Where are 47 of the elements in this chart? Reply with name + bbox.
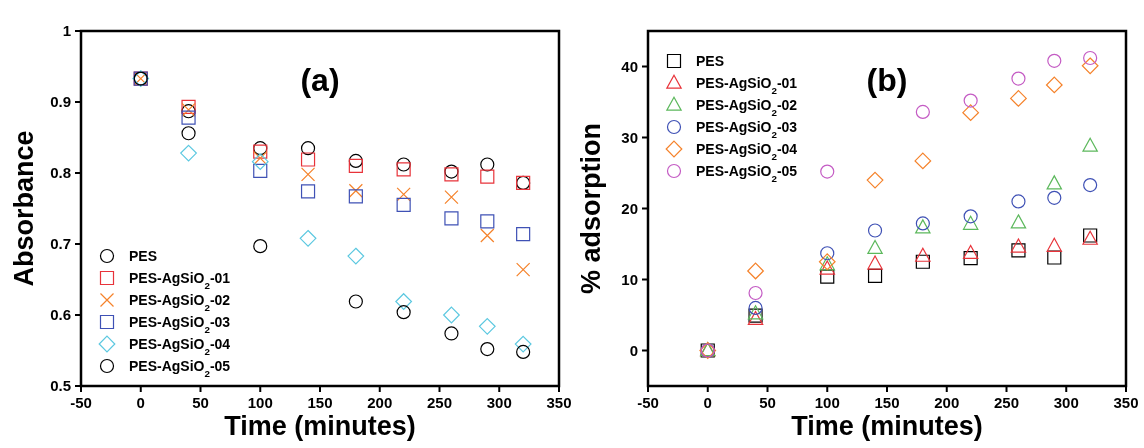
y-tick-label: 1	[62, 22, 71, 39]
x-tick-label: 300	[486, 394, 512, 411]
y-axis-title: % adsorption	[576, 122, 606, 295]
legend-label: PES-AgSiO$_{2}$-03	[696, 119, 798, 140]
x-tick-label: 0	[136, 394, 145, 411]
y-tick-label: 0.6	[50, 306, 71, 323]
y-tick-label: 0.9	[50, 93, 71, 110]
x-tick-label: 350	[546, 394, 572, 411]
x-tick-label: 50	[759, 394, 776, 411]
x-axis-title: Time (minutes)	[224, 411, 416, 441]
y-tick-label: 30	[621, 128, 638, 146]
legend-label: PES	[696, 53, 725, 69]
y-tick-label: 0.5	[50, 377, 71, 394]
legend-label: PES	[129, 248, 158, 264]
y-axis-title: Absorbance	[9, 130, 39, 287]
legend-label: PES-AgSiO$_{2}$-04	[129, 336, 231, 357]
legend-label: PES-AgSiO$_{2}$-03	[129, 314, 231, 335]
legend-label: PES-AgSiO$_{2}$-04	[696, 141, 798, 162]
y-tick-label: 20	[621, 199, 638, 217]
x-axis-title: Time (minutes)	[791, 411, 983, 441]
text: (a)	[300, 62, 340, 98]
y-tick-label: 0.8	[50, 164, 71, 181]
x-tick-label: 200	[367, 394, 393, 411]
x-tick-label: 300	[1053, 394, 1079, 411]
x-tick-label: 100	[247, 394, 273, 411]
y-tick-label: 0.7	[50, 235, 71, 252]
x-tick-label: -50	[637, 394, 659, 411]
legend-label: PES-AgSiO$_{2}$-01	[696, 75, 798, 96]
legend-label: PES-AgSiO$_{2}$-05	[129, 358, 231, 379]
x-tick-label: -50	[70, 394, 92, 411]
x-tick-label: 150	[874, 394, 900, 411]
x-tick-label: 250	[426, 394, 453, 411]
x-tick-label: 150	[307, 394, 333, 411]
x-tick-label: 200	[934, 394, 960, 411]
y-tick-label: 0	[629, 341, 638, 359]
text: (b)	[866, 62, 908, 98]
legend-label: PES-AgSiO$_{2}$-02	[129, 292, 231, 313]
x-tick-label: 350	[1113, 394, 1139, 411]
x-tick-label: 250	[993, 394, 1020, 411]
y-tick-label: 10	[621, 270, 638, 288]
x-tick-label: 50	[192, 394, 209, 411]
x-tick-label: 0	[703, 394, 712, 411]
legend-label: PES-AgSiO$_{2}$-01	[129, 270, 231, 291]
legend-label: PES-AgSiO$_{2}$-05	[696, 163, 798, 184]
y-tick-label: 40	[621, 57, 638, 75]
x-tick-label: 100	[814, 394, 840, 411]
legend-label: PES-AgSiO$_{2}$-02	[696, 97, 798, 118]
